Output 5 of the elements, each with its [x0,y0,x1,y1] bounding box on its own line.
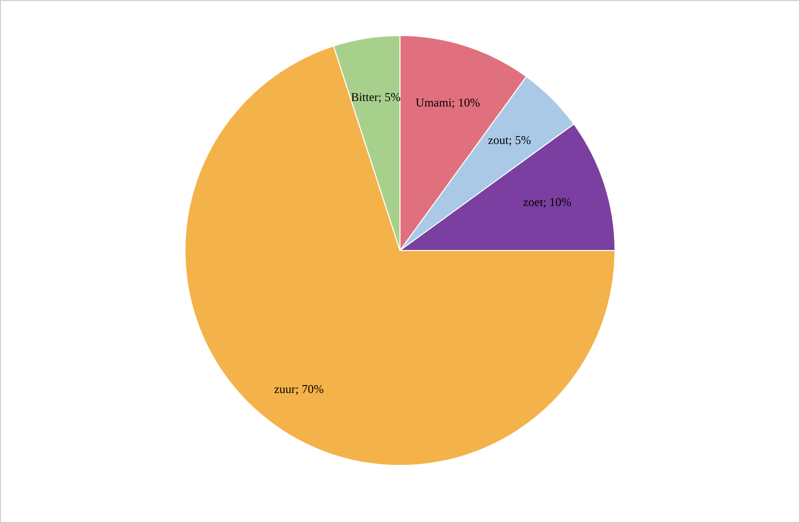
slice-label: zout; 5% [488,133,531,148]
slice-label: zoet; 10% [523,194,572,209]
slice-label: Umami; 10% [416,95,480,110]
slice-label: zuur; 70% [274,382,324,396]
slice-label: Bitter; 5% [350,90,401,104]
